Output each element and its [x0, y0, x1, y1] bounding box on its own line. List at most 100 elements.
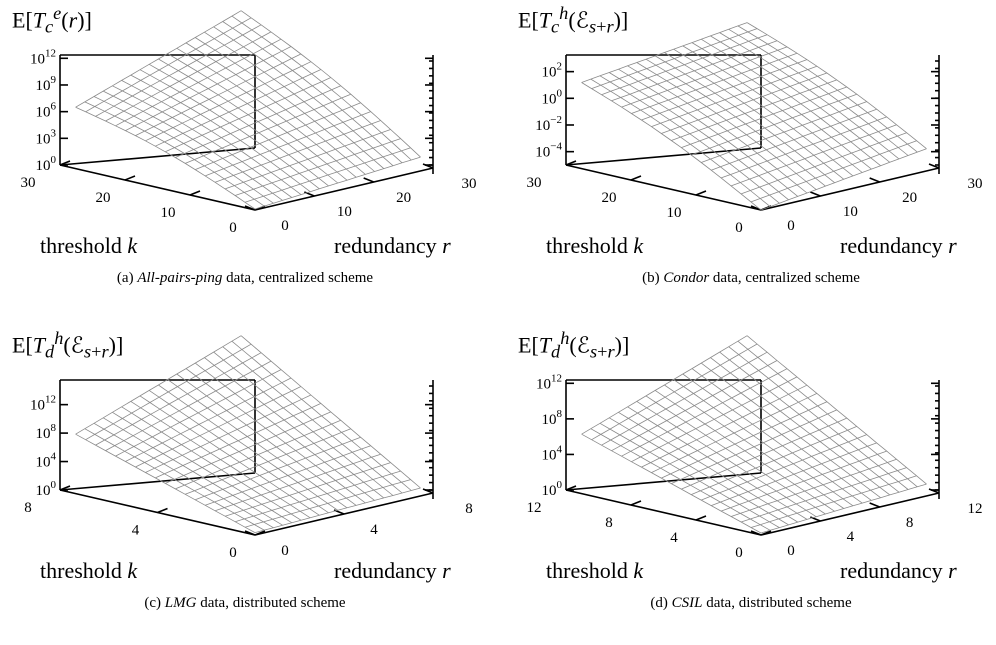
- mesh-line-k-c-13: [125, 377, 292, 462]
- k-tick-label-a-2: 10: [161, 205, 176, 221]
- k-tick-label-a-1: 20: [96, 190, 111, 206]
- caption-b: (b) Condor data, centralized scheme: [642, 270, 860, 286]
- r-tick-d-0: [750, 530, 762, 536]
- r-tick-label-c-0: 0: [281, 543, 289, 559]
- caption-c: (c) LMG data, distributed scheme: [144, 595, 346, 611]
- z-tick-label-c-0: 100: [36, 479, 57, 499]
- mesh-line-r-a-9: [158, 58, 339, 184]
- mesh-line-r-d-18: [746, 335, 927, 485]
- k-tick-label-c-0: 8: [24, 500, 32, 516]
- r-tick-c-0: [244, 530, 256, 536]
- mesh-line-k-c-12: [135, 386, 302, 468]
- k-tick-d-3: [760, 530, 772, 536]
- chart-panel-c: 100 104 108 1012 8 4 0 0 4 8 threshold k redundancy…: [0, 325, 490, 645]
- mesh-line-k-a-11: [145, 61, 312, 142]
- mesh-line-k-b-17: [591, 28, 758, 89]
- r-tick-d-3: [928, 488, 940, 494]
- z-tick-label-a-2: 106: [36, 101, 57, 121]
- mesh-line-k-d-16: [601, 351, 768, 446]
- chart-panel-a: 100 103 106 109 1012 30 20 10 0 0 10 20 30 threshold …: [0, 0, 490, 320]
- mesh-line-r-a-8: [149, 63, 329, 187]
- mesh-line-r-c-11: [176, 373, 357, 506]
- axis-r-line-d: [760, 492, 940, 536]
- r-tick-b-0: [750, 205, 762, 211]
- r-tick-a-0: [244, 205, 256, 211]
- mesh-line-r-c-14: [204, 357, 385, 499]
- r-tick-label-b-0: 0: [787, 218, 795, 234]
- mesh-line-r-c-17: [231, 340, 412, 491]
- mesh-line-k-c-16: [95, 352, 262, 446]
- mesh-line-k-d-11: [651, 393, 818, 473]
- z-tick-label-a-1: 103: [36, 127, 57, 147]
- z-tick-label-d-1: 104: [542, 443, 563, 463]
- r-tick-label-d-3: 12: [968, 501, 983, 517]
- mesh-line-r-c-18: [240, 335, 421, 489]
- caption-d: (d) CSIL data, distributed scheme: [650, 595, 852, 611]
- mesh-line-k-c-18: [75, 335, 242, 435]
- k-tick-a-2: [189, 190, 201, 196]
- mesh-line-k-d-10: [661, 401, 828, 479]
- mesh-line-k-a-12: [135, 53, 302, 136]
- r-tick-label-c-2: 8: [465, 501, 473, 517]
- z-tick-label-a-4: 1012: [30, 47, 56, 67]
- z-axis-title-d: E[Tdh(ℰs+r)]: [518, 328, 629, 359]
- k-tick-label-d-2: 4: [670, 530, 678, 546]
- mesh-line-k-d-15: [611, 360, 778, 452]
- k-tick-d-2: [695, 515, 707, 521]
- r-tick-label-a-0: 0: [281, 218, 289, 234]
- axis-k-line-d: [565, 489, 762, 536]
- surface-mesh-d: [581, 335, 927, 534]
- k-axis-title-d: threshold k: [546, 558, 644, 583]
- k-tick-b-2: [695, 190, 707, 196]
- r-tick-label-d-2: 8: [906, 515, 914, 531]
- z-axis-title-b: E[Tch(ℰs+r)]: [518, 3, 628, 34]
- z-tick-label-c-3: 1012: [30, 394, 56, 414]
- mesh-line-r-c-15: [213, 351, 394, 496]
- k-tick-label-a-3: 0: [229, 220, 237, 236]
- z-tick-label-d-2: 108: [542, 408, 563, 428]
- mesh-line-k-a-18: [75, 10, 242, 108]
- k-axis-title-a: threshold k: [40, 233, 138, 258]
- axis-back-floor-k-c: [59, 472, 256, 491]
- mesh-line-r-a-15: [213, 26, 394, 167]
- k-tick-b-1: [630, 175, 642, 181]
- mesh-line-k-c-11: [145, 394, 312, 473]
- mesh-line-k-d-18: [581, 335, 748, 435]
- z-tick-label-b-1: 10−2: [535, 114, 562, 134]
- surface-mesh-a: [75, 10, 421, 210]
- k-tick-label-d-3: 0: [735, 545, 743, 561]
- r-tick-b-2: [869, 177, 880, 183]
- k-tick-label-a-0: 30: [21, 175, 36, 191]
- r-tick-b-1: [810, 191, 821, 197]
- mesh-line-r-b-17: [737, 25, 918, 153]
- r-tick-a-1: [304, 191, 315, 197]
- axis-back-floor-k-d: [565, 472, 762, 491]
- axis-k-line-b: [565, 164, 762, 211]
- r-tick-label-a-1: 10: [337, 204, 352, 220]
- k-axis-title-c: threshold k: [40, 558, 138, 583]
- mesh-line-r-c-16: [222, 346, 403, 494]
- axis-r-line-a: [254, 167, 434, 211]
- r-tick-label-b-1: 10: [843, 204, 858, 220]
- mesh-line-r-a-18: [240, 10, 421, 158]
- chart-panel-d: 100 104 108 1012 12 8 4 0 0 4 8 12 threshold k redund…: [506, 325, 996, 645]
- mesh-line-r-b-15: [719, 32, 900, 160]
- axis-back-floor-k-b: [565, 147, 762, 166]
- r-tick-label-c-1: 4: [370, 522, 378, 538]
- k-tick-label-d-0: 12: [527, 500, 542, 516]
- z-axis-title-c: E[Tdh(ℰs+r)]: [12, 328, 123, 359]
- k-tick-label-b-0: 30: [527, 175, 542, 191]
- z-tick-label-d-0: 100: [542, 479, 563, 499]
- mesh-line-r-d-15: [719, 351, 900, 493]
- z-tick-label-b-3: 102: [542, 61, 563, 81]
- r-axis-title-b: redundancy r: [840, 233, 957, 258]
- k-tick-c-0: [59, 485, 71, 491]
- z-axis-title-a: E[Tce(r)]: [12, 3, 92, 34]
- z-tick-label-a-0: 100: [36, 154, 57, 174]
- k-tick-label-c-1: 4: [132, 523, 140, 539]
- mesh-line-r-b-18: [746, 22, 927, 150]
- r-tick-label-b-2: 20: [902, 190, 917, 206]
- r-tick-a-3: [422, 163, 434, 169]
